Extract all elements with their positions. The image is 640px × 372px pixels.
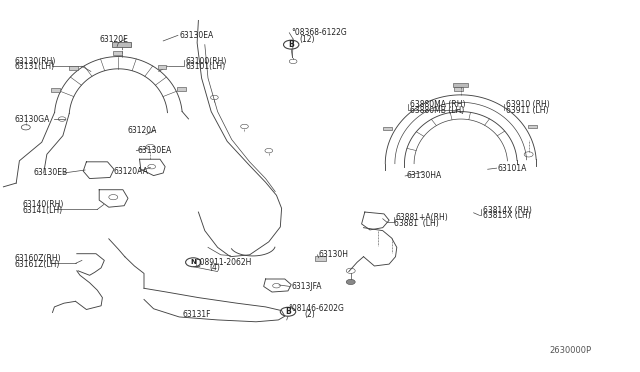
Text: 63881+A(RH): 63881+A(RH): [396, 213, 448, 222]
Text: ⓝ08911-2062H: ⓝ08911-2062H: [195, 257, 252, 266]
Text: °08368-6122G: °08368-6122G: [291, 28, 347, 37]
Polygon shape: [453, 83, 468, 87]
Text: 63130GA: 63130GA: [14, 115, 49, 124]
Text: 63101(LH): 63101(LH): [186, 62, 226, 71]
Polygon shape: [70, 66, 79, 70]
Polygon shape: [454, 87, 463, 91]
Text: 63130HA: 63130HA: [406, 171, 442, 180]
Polygon shape: [51, 89, 60, 92]
Text: N: N: [190, 259, 196, 265]
Text: 63130H: 63130H: [319, 250, 349, 259]
Text: 63130EA: 63130EA: [179, 31, 214, 40]
Text: 63130(RH): 63130(RH): [14, 57, 56, 66]
Text: 63120E: 63120E: [99, 35, 128, 44]
Polygon shape: [177, 87, 186, 91]
Text: 63141(LH): 63141(LH): [22, 206, 63, 215]
Text: B: B: [285, 307, 291, 316]
Text: 63161Z(LH): 63161Z(LH): [14, 260, 60, 269]
Text: 63880MB (LH): 63880MB (LH): [410, 106, 464, 115]
Polygon shape: [112, 42, 131, 47]
Polygon shape: [383, 126, 392, 130]
Text: 63815X (LH): 63815X (LH): [483, 211, 531, 220]
Text: 63910 (RH): 63910 (RH): [506, 100, 549, 109]
Text: 63160Z(RH): 63160Z(RH): [14, 254, 61, 263]
Text: 63130EA: 63130EA: [138, 146, 172, 155]
Polygon shape: [315, 256, 326, 261]
Text: 63814X (RH): 63814X (RH): [483, 206, 532, 215]
Text: 63911 (LH): 63911 (LH): [506, 106, 548, 115]
Polygon shape: [529, 125, 538, 128]
Text: 63100(RH): 63100(RH): [186, 57, 227, 66]
Text: °08146-6202G: °08146-6202G: [288, 304, 344, 312]
Text: B: B: [289, 40, 294, 49]
Text: 63131(LH): 63131(LH): [14, 62, 54, 71]
Text: (12): (12): [300, 35, 315, 44]
Text: 2630000P: 2630000P: [549, 346, 591, 355]
Circle shape: [346, 279, 355, 285]
Text: 63880MA (RH): 63880MA (RH): [410, 100, 465, 109]
Text: 63881  (LH): 63881 (LH): [394, 219, 438, 228]
Text: (4): (4): [209, 263, 220, 272]
Polygon shape: [157, 65, 166, 69]
Text: 63101A: 63101A: [498, 164, 527, 173]
Polygon shape: [113, 51, 122, 55]
Text: 63130EB: 63130EB: [33, 169, 67, 177]
Text: 63120AA: 63120AA: [114, 167, 148, 176]
Text: 63140(RH): 63140(RH): [22, 200, 64, 209]
Text: 63120A: 63120A: [128, 126, 157, 135]
Text: 63131F: 63131F: [182, 310, 211, 319]
Text: 6313JFA: 6313JFA: [291, 282, 322, 291]
Text: (2): (2): [304, 310, 315, 319]
